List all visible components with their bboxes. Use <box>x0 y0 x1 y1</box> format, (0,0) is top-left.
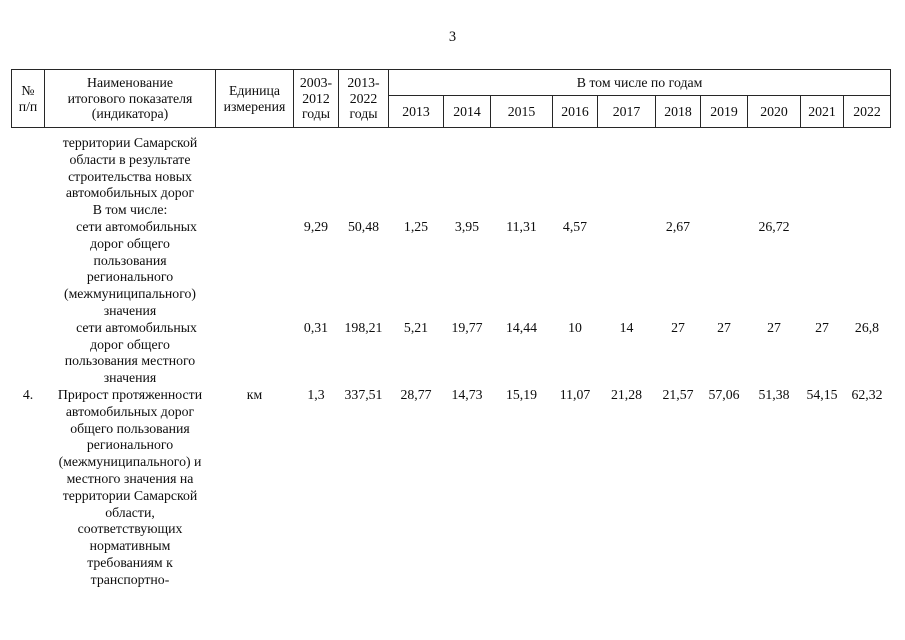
cell-total-2013-2022: 198,21 <box>344 319 383 335</box>
cell-name: сети автомобильных дорог общего пользова… <box>63 218 197 318</box>
cell-year: 26,72 <box>758 218 790 234</box>
cell-year <box>491 128 553 219</box>
col-header-year-2020: 2020 <box>747 95 801 128</box>
cell-year: 27 <box>671 319 685 335</box>
cell-year: 14,73 <box>451 386 483 402</box>
col-header-by-years: В том числе по годам <box>387 69 892 96</box>
cell-total-2003-2012: 1,3 <box>307 386 325 402</box>
col-header-year-2016: 2016 <box>552 95 598 128</box>
table-row: сети автомобильных дорог общего пользова… <box>12 219 891 320</box>
col-header-year-2013: 2013 <box>388 95 444 128</box>
page-number: 3 <box>448 29 457 45</box>
col-header-year-2021: 2021 <box>800 95 844 128</box>
cell-unit <box>216 320 294 387</box>
cell-total-2003-2012: 9,29 <box>303 218 329 234</box>
cell-year: 28,77 <box>400 386 432 402</box>
cell-name: сети автомобильных дорог общего пользова… <box>64 319 197 386</box>
cell-year <box>389 128 444 219</box>
cell-year: 27 <box>815 319 829 335</box>
col-header-unit: Единица измерения <box>215 69 294 128</box>
cell-year: 5,21 <box>403 319 429 335</box>
col-header-year-2022: 2022 <box>842 95 892 128</box>
cell-year <box>598 219 656 320</box>
cell-total-2003-2012: 0,31 <box>303 319 329 335</box>
cell-unit <box>216 128 294 219</box>
cell-name: Прирост протяженности автомобильных доро… <box>57 386 203 587</box>
col-header-year-2015: 2015 <box>490 95 553 128</box>
cell-year: 1,25 <box>403 218 429 234</box>
cell-year <box>598 128 656 219</box>
cell-year: 62,32 <box>851 386 883 402</box>
cell-num <box>12 320 45 387</box>
cell-num: 4. <box>22 386 34 402</box>
cell-year <box>844 128 891 219</box>
col-header-period-2013-2022: 2013- 2022 годы <box>338 69 389 128</box>
col-header-num: № п/п <box>11 69 45 128</box>
cell-num <box>12 219 45 320</box>
cell-year: 21,57 <box>662 386 694 402</box>
cell-year: 54,15 <box>806 386 838 402</box>
cell-year: 26,8 <box>854 319 880 335</box>
cell-year: 15,19 <box>505 386 538 402</box>
cell-year: 51,38 <box>758 386 790 402</box>
cell-year <box>444 128 491 219</box>
cell-year: 14 <box>619 319 634 335</box>
cell-name: территории Самарской области в результат… <box>62 135 198 218</box>
table-row: 4. Прирост протяженности автомобильных д… <box>12 387 891 589</box>
cell-year <box>844 219 891 320</box>
cell-year: 27 <box>717 319 731 335</box>
cell-year: 57,06 <box>708 386 740 402</box>
cell-unit <box>216 219 294 320</box>
col-header-year-2019: 2019 <box>700 95 748 128</box>
cell-year <box>553 128 598 219</box>
cell-year: 21,28 <box>610 386 643 402</box>
cell-year <box>801 128 844 219</box>
cell-year: 11,07 <box>559 386 591 402</box>
cell-year: 27 <box>767 319 781 335</box>
col-header-year-2017: 2017 <box>597 95 656 128</box>
cell-unit: км <box>246 386 263 402</box>
col-header-period-2003-2012: 2003- 2012 годы <box>293 69 339 128</box>
cell-year: 11,31 <box>506 218 537 234</box>
cell-total-2013-2022 <box>339 128 389 219</box>
cell-year: 14,44 <box>505 319 538 335</box>
cell-year <box>656 128 701 219</box>
cell-year <box>701 128 748 219</box>
cell-year: 4,57 <box>562 218 588 234</box>
cell-num <box>12 128 45 219</box>
col-header-name: Наименование итогового показателя (индик… <box>44 69 216 128</box>
table-row: территории Самарской области в результат… <box>12 128 891 219</box>
table-row: сети автомобильных дорог общего пользова… <box>12 320 891 387</box>
cell-year: 10 <box>568 319 582 335</box>
cell-year <box>748 128 801 219</box>
col-header-year-2014: 2014 <box>443 95 491 128</box>
indicators-table: № п/п Наименование итогового показателя … <box>11 69 892 589</box>
cell-year: 3,95 <box>454 218 480 234</box>
cell-year <box>801 219 844 320</box>
cell-total-2013-2022: 337,51 <box>344 386 383 402</box>
cell-total-2013-2022: 50,48 <box>347 218 380 234</box>
cell-total-2003-2012 <box>294 128 339 219</box>
cell-year: 19,77 <box>451 319 483 335</box>
cell-year <box>701 219 748 320</box>
col-header-year-2018: 2018 <box>655 95 701 128</box>
cell-year: 2,67 <box>665 218 691 234</box>
